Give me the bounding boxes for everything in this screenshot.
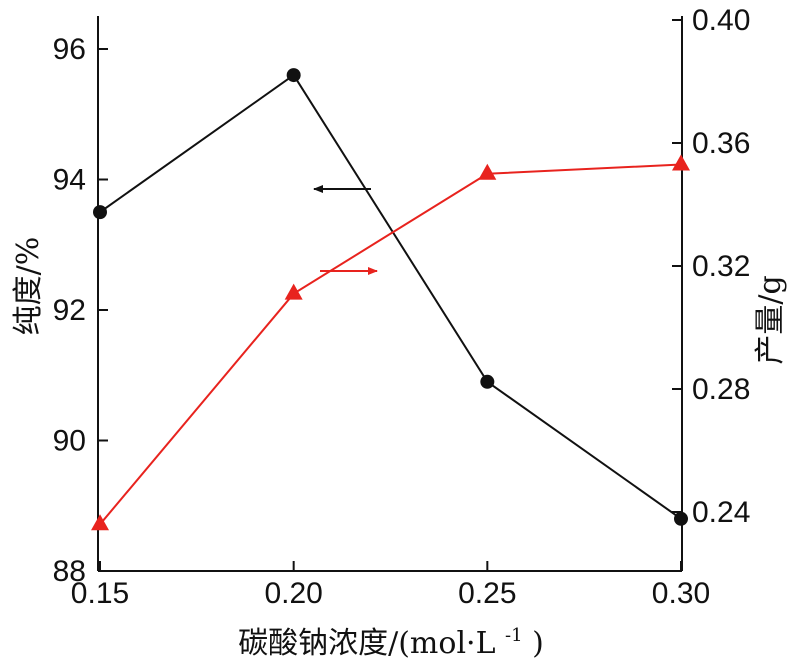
right-y-tick-label: 0.28 (692, 373, 750, 406)
series-layer (91, 68, 690, 531)
right-axis-ticks: 0.24 0.28 0.32 0.36 0.40 (672, 4, 750, 529)
left-y-tick-label: 92 (53, 294, 86, 327)
left-y-tick-label: 90 (53, 425, 86, 458)
x-tick-label: 0.20 (264, 577, 322, 610)
x-axis-title-main: 碳酸钠浓度/(mol·L (238, 626, 495, 661)
x-axis-title-close: ) (532, 626, 544, 661)
series-0-point-2 (480, 374, 495, 389)
plot-frame (97, 16, 683, 572)
right-y-axis-title: 产量/g (753, 275, 788, 364)
series-0-point-1 (286, 68, 301, 83)
left-y-tick-label: 88 (53, 555, 86, 588)
series-1-point-0 (91, 514, 109, 531)
x-axis-title: 碳酸钠浓度/(mol·L -1 ) (238, 614, 544, 661)
right-y-tick-label: 0.40 (692, 4, 750, 37)
left-y-tick-label: 96 (53, 33, 86, 66)
x-tick-label: 0.25 (458, 577, 516, 610)
annotation-layer (313, 185, 378, 275)
series-1-point-3 (672, 154, 690, 171)
series-0-line (99, 73, 682, 520)
series-0-point-0 (93, 205, 107, 220)
right-y-tick-label: 0.32 (692, 250, 750, 283)
left-y-axis-title: 纯度/% (11, 237, 46, 336)
x-axis-ticks: 0.15 0.20 0.25 0.30 (71, 561, 710, 610)
x-tick-label: 0.15 (71, 577, 129, 610)
series-1-line (99, 163, 682, 525)
series-1-point-1 (284, 283, 303, 300)
x-tick-label: 0.30 (652, 577, 710, 610)
series-0-point-3 (674, 511, 688, 526)
x-axis-title-superscript: -1 (505, 625, 523, 646)
series-1-point-2 (478, 163, 497, 180)
left-axis-ticks: 88 90 92 94 96 (53, 33, 108, 588)
right-y-tick-label: 0.24 (692, 496, 750, 529)
right-y-tick-label: 0.36 (692, 127, 750, 160)
left-y-tick-label: 94 (53, 164, 86, 197)
